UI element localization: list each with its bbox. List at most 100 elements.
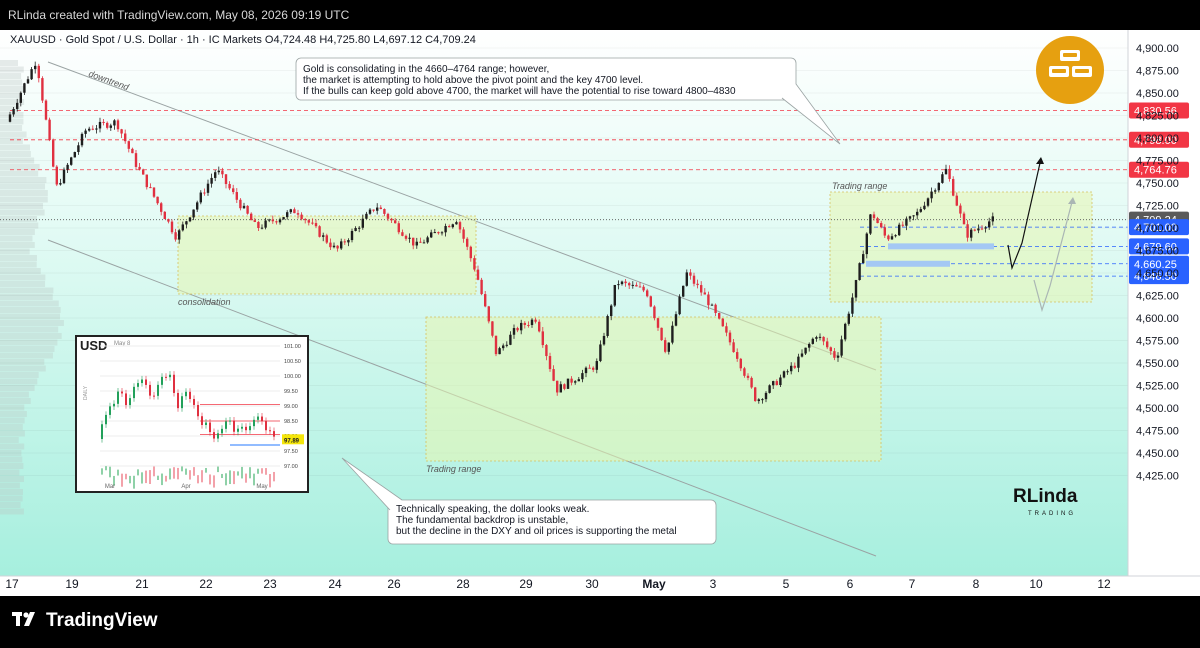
- candle-body: [811, 338, 814, 344]
- candle-body: [437, 232, 440, 234]
- time-tick-label: 8: [973, 577, 980, 591]
- time-tick-label: 22: [199, 577, 213, 591]
- usd-inset: USD May 8 101.00 100.50 100.00 99.50 99.00 98.5…: [75, 335, 309, 493]
- price-axis[interactable]: 4,900.00 4,875.00 4,850.00 4,825.00 4,800.00…: [1127, 30, 1179, 576]
- candle-body: [271, 219, 274, 222]
- candle-body: [577, 379, 580, 382]
- candle-body: [41, 78, 44, 101]
- usd-inset-candle: [225, 421, 227, 429]
- candle-body: [606, 316, 609, 336]
- volume-profile-bar: [0, 339, 58, 346]
- volume-profile-bar: [0, 144, 30, 151]
- candle-body: [12, 108, 15, 115]
- candle-body: [196, 202, 199, 210]
- candle-body: [224, 174, 228, 185]
- candle-body: [678, 296, 681, 315]
- level-label-bg: [1129, 255, 1189, 272]
- usd-inset-candle: [201, 416, 203, 425]
- candle-body: [757, 399, 760, 402]
- candle-body: [530, 319, 534, 325]
- candle-body: [401, 232, 404, 236]
- candle-body: [343, 241, 346, 243]
- candle-body: [466, 238, 469, 247]
- candle-body: [545, 345, 548, 357]
- callouts: Gold is consolidating in the 4660–4764 r…: [75, 57, 841, 545]
- candle-body: [390, 218, 393, 221]
- candle-body: [37, 65, 40, 79]
- volume-profile: [0, 60, 64, 515]
- candle-body: [91, 128, 94, 130]
- alternative-projection: [1033, 201, 1073, 313]
- volume-profile-bar: [0, 450, 22, 456]
- candle-body: [984, 227, 987, 229]
- usd-inset-volume: [125, 473, 127, 480]
- volume-profile-bar: [0, 118, 24, 125]
- volume-profile-bar: [0, 385, 35, 391]
- candle-body: [412, 237, 415, 246]
- usd-inset-candle: [145, 379, 147, 385]
- usd-inset-candle: [253, 419, 255, 427]
- price-tick-label: 4,550.00: [1136, 358, 1179, 370]
- volume-profile-bar: [0, 430, 25, 437]
- candle-body: [170, 221, 174, 233]
- candle-body: [556, 380, 559, 393]
- usd-inset-candle: [133, 386, 135, 399]
- candle-body: [923, 205, 926, 210]
- candle-body: [250, 213, 253, 221]
- price-tick-label: 4,750.00: [1136, 178, 1179, 190]
- candle-body: [203, 192, 206, 194]
- usd-inset-timeframe: DAILY: [83, 385, 89, 400]
- bottom-note-pointer: [341, 457, 403, 511]
- volume-profile-bar: [0, 125, 23, 131]
- candle-body: [768, 385, 771, 393]
- volume-profile-bar: [0, 255, 37, 261]
- time-tick-label: 17: [5, 577, 19, 591]
- usd-inset-candle: [109, 406, 111, 415]
- gold-bars-icon: [1036, 36, 1104, 104]
- usd-inset-candle: [265, 421, 267, 431]
- level-label: 4,646.50: [1134, 271, 1177, 283]
- usd-inset-tick: 99.50: [284, 389, 298, 395]
- candle-body: [808, 343, 811, 348]
- price-tick-label: 4,800.00: [1136, 133, 1179, 145]
- candle-body: [664, 340, 667, 352]
- usd-inset-volume: [117, 469, 119, 476]
- candle-body: [221, 170, 224, 175]
- time-tick-label: 23: [263, 577, 277, 591]
- candle-body: [959, 205, 962, 214]
- usd-inset-last-bg: [282, 434, 304, 445]
- price-tick-label: 4,900.00: [1136, 43, 1179, 55]
- volume-profile-bar: [0, 151, 31, 157]
- usd-inset-date: May 8: [114, 341, 131, 347]
- price-tick-label: 4,850.00: [1136, 88, 1179, 100]
- volume-profile-bar: [0, 346, 55, 352]
- candle-body: [674, 314, 678, 326]
- candle-body: [264, 220, 267, 228]
- usd-inset-candle: [165, 376, 167, 378]
- candle-body: [804, 347, 807, 354]
- usd-inset-volume: [249, 467, 251, 479]
- volume-profile-bar: [0, 463, 24, 469]
- time-axis[interactable]: 17 19 21 22 23 24 26 28 29 30 May 3 5 6 7 8 10 12: [0, 575, 1200, 591]
- candle-body: [520, 322, 523, 331]
- candle-body: [134, 153, 138, 167]
- candle-body: [599, 344, 602, 362]
- top-note-line: the market is attempting to hold above t…: [303, 75, 643, 86]
- candle-body: [286, 212, 289, 218]
- volume-profile-bar: [0, 235, 33, 242]
- usd-inset-candle: [269, 430, 271, 432]
- candle-body: [581, 373, 584, 380]
- candle-body: [988, 221, 991, 228]
- price-tick-label: 4,650.00: [1136, 268, 1179, 280]
- price-tick-label: 4,525.00: [1136, 381, 1179, 393]
- usd-inset-volume: [201, 470, 203, 483]
- candle-body: [624, 281, 627, 284]
- tradingview-logo[interactable]: TradingView: [12, 610, 158, 632]
- level-label: 4,701.00: [1134, 222, 1177, 234]
- price-tick-label: 4,600.00: [1136, 313, 1179, 325]
- rlinda-logo: RLinda TRADING: [1013, 486, 1078, 517]
- candle-body: [314, 223, 318, 227]
- candle-body: [977, 228, 980, 231]
- candle-body: [908, 216, 912, 219]
